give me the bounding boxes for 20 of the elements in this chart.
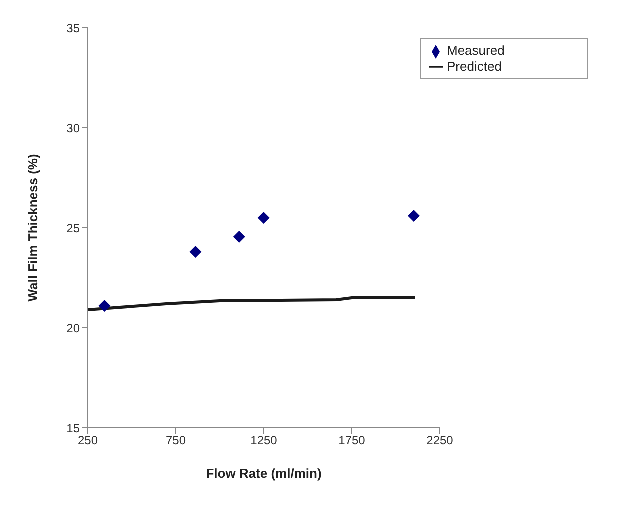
x-tick-label: 1750: [338, 434, 366, 448]
y-tick-label: 25: [66, 221, 80, 236]
legend-label: Predicted: [447, 58, 502, 74]
point: [408, 210, 420, 222]
line-series: [88, 296, 417, 312]
x-tick-label: 250: [78, 434, 98, 448]
x-axis-title: Flow Rate (ml/min): [206, 466, 322, 481]
legend-label: Measured: [447, 43, 505, 58]
x-tick-label: 2250: [426, 434, 454, 448]
y-axis-title: Wall Film Thickness (%): [26, 154, 41, 302]
y-tick-label: 20: [66, 321, 80, 336]
x-tick-label: 1250: [250, 434, 278, 448]
y-tick-label: 15: [66, 421, 80, 436]
point: [233, 231, 246, 243]
x-tick-label: 750: [166, 434, 186, 448]
point: [98, 300, 111, 312]
y-tick-label: 35: [66, 21, 80, 36]
point: [258, 212, 270, 224]
y-tick-label: 30: [66, 121, 80, 136]
point: [190, 246, 202, 258]
